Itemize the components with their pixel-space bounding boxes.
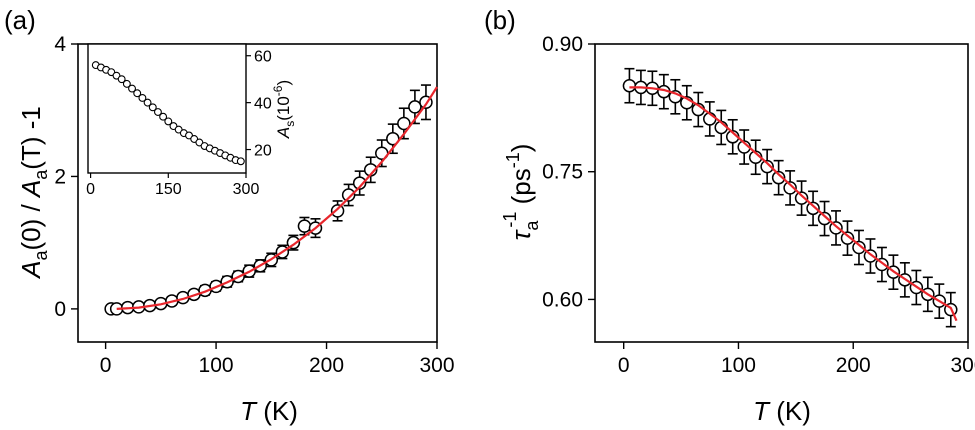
inset-data-point [117, 75, 126, 84]
panel-a-x-tick-label: 300 [419, 354, 454, 377]
inset-y-axis-symbol: A [274, 127, 293, 139]
panel-a-y-tick-label: 2 [54, 165, 66, 188]
panel-b-y-axis-exponent: -1 [500, 212, 520, 228]
panel-a-data-point [330, 204, 345, 218]
panel-b-y-axis-unit: (ps [506, 168, 536, 211]
panel-b-data-point [806, 201, 820, 216]
panel-b-label: (b) [484, 5, 516, 35]
inset-y-tick-label: 20 [254, 143, 272, 160]
inset-data-point [122, 79, 131, 88]
panel-b-y-axis-unit-exponent: -1 [503, 152, 523, 168]
panel-a-y-axis-title-part: A [16, 180, 46, 199]
panel-b-marks: 0 100 200 300 0.60 0.75 0.90 [542, 33, 975, 377]
panel-a-y-axis-title-part: (T) -1 [16, 106, 46, 170]
panel-a-x-axis-unit: (K) [256, 396, 298, 426]
inset-x-tick-label: 150 [155, 181, 182, 198]
panel-b-fit-line [629, 86, 958, 322]
inset-y-tick-label: 40 [254, 96, 272, 113]
inset-data-point [153, 108, 162, 116]
panel-b-data-point [794, 191, 809, 205]
panel-a-data-point [408, 100, 422, 114]
inset-data-point [138, 93, 147, 102]
inset-x-tick-label: 300 [233, 181, 260, 198]
panel-b-data-point [622, 78, 637, 93]
panel-b-x-tick-label: 200 [836, 354, 871, 377]
inset-y-axis-unit: (10 [274, 96, 293, 121]
panel-a-label: (a) [4, 5, 36, 35]
panel-b-y-axis-symbol: τ [506, 228, 536, 240]
panel-b-y-axis-subscript: a [522, 220, 542, 231]
panel-a-x-tick-label: 200 [309, 354, 344, 377]
panel-b-data-point [783, 181, 797, 195]
panel-b-data-point [840, 231, 855, 245]
inset-data-point [164, 117, 173, 126]
inset-x-tick-label: 0 [86, 181, 95, 198]
panel-a-data-point [341, 188, 356, 202]
panel-b-y-axis-title: τa-1 (ps-1) [500, 144, 542, 241]
panel-a-fit-line [116, 86, 438, 310]
panel-a-y-axis-title-part: a [31, 250, 51, 261]
panel-b-y-tick-label: 0.90 [542, 33, 583, 56]
panel-b-data-point [852, 240, 866, 255]
panel-a-data-point [352, 176, 367, 190]
inset-y-axis-title: As(10-6) [271, 80, 297, 139]
panel-b-y-axis-unit-close: ) [506, 144, 536, 153]
panel-a-inset: 0 150 300 20 40 60 As(10-6) [86, 43, 297, 198]
inset-y-tick-label: 60 [254, 49, 272, 66]
inset-data-point [148, 103, 157, 112]
panel-a-y-axis-title-part: a [31, 169, 51, 180]
panel-b-x-axis-variable: T [753, 396, 771, 426]
inset-y-axis-exponent: -6 [271, 85, 285, 96]
panel-b-data-point [760, 159, 774, 174]
panel-b-y-tick-label: 0.60 [542, 288, 583, 311]
inset-data-point [236, 157, 245, 166]
panel-a-data-point [397, 116, 411, 131]
panel-a-data-point [386, 131, 400, 146]
panel-a-frame [77, 43, 438, 343]
panel-b-x-tick-label: 100 [721, 354, 756, 377]
panel-a-x-axis-title: T (K) [240, 396, 298, 426]
panel-b-frame [594, 43, 969, 343]
panel-a-y-axis-title: Aa(0) / Aa(T) -1 [16, 106, 51, 280]
panel-b-x-axis-title: T (K) [753, 396, 811, 426]
panel-b-data-point [817, 211, 832, 226]
panel-a-x-tick-label: 0 [100, 354, 112, 377]
inset-y-axis-unit-close: ) [274, 80, 293, 86]
inset-data-point [133, 89, 142, 98]
panel-b-x-axis-unit: (K) [769, 396, 811, 426]
panel-a-y-tick-label: 4 [54, 33, 66, 56]
inset-data-point [159, 112, 168, 121]
panel-a-y-tick-label: 0 [54, 298, 66, 321]
panel-a-data-point [297, 219, 312, 233]
panel-a-y-axis-title-part: (0) / [16, 197, 46, 250]
panel-b-x-tick-label: 0 [618, 354, 630, 377]
panel-b-data-point [771, 170, 786, 185]
panel-b-y-tick-label: 0.75 [542, 161, 583, 184]
panel-b-x-tick-label: 300 [950, 354, 975, 377]
inset-data-point [128, 84, 136, 93]
panel-a-x-tick-label: 100 [199, 354, 234, 377]
inset-data-point [143, 98, 152, 107]
panel-a-y-axis-title-part: A [16, 261, 46, 280]
inset-y-axis-subscript: s [283, 121, 297, 127]
panel-a-x-axis-variable: T [240, 396, 258, 426]
